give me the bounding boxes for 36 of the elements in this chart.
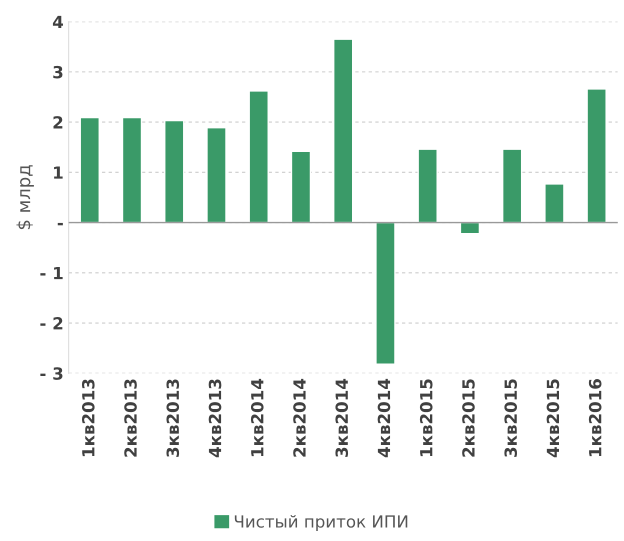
y-tick-label: - 2 bbox=[40, 317, 62, 330]
x-tick-label: 3кв2014 bbox=[335, 378, 348, 457]
y-tick-label: 2 bbox=[54, 116, 62, 128]
y-tick-label: 3 bbox=[53, 66, 62, 78]
x-tick-label: 1кв2013 bbox=[82, 379, 95, 456]
bar bbox=[502, 148, 522, 224]
y-tick-label: - bbox=[58, 222, 63, 226]
bar bbox=[417, 148, 438, 224]
bar bbox=[544, 183, 565, 224]
bar bbox=[375, 222, 396, 365]
x-tick-label: 2кв2013 bbox=[124, 379, 137, 457]
legend-label: Чистый приток ИПИ bbox=[234, 514, 408, 531]
x-tick-label: 3кв2013 bbox=[166, 379, 180, 457]
x-tick-label: 3кв2015 bbox=[504, 379, 517, 457]
bar bbox=[122, 116, 142, 224]
bar bbox=[80, 116, 100, 224]
bar bbox=[290, 150, 312, 224]
y-tick-label: 1 bbox=[54, 166, 63, 179]
x-tick-label: 4кв2015 bbox=[546, 379, 560, 458]
y-tick-label: - 1 bbox=[40, 267, 63, 280]
bar bbox=[460, 222, 480, 234]
y-tick-label: 4 bbox=[52, 16, 64, 28]
bar bbox=[164, 120, 184, 224]
x-tick-label: 4кв2013 bbox=[208, 379, 222, 458]
bar bbox=[206, 126, 227, 224]
x-tick-label: 1кв2015 bbox=[420, 379, 433, 456]
bar bbox=[333, 38, 354, 224]
x-tick-label: 1кв2014 bbox=[250, 378, 264, 456]
x-tick-label: 4кв2014 bbox=[378, 378, 390, 458]
y-axis-title: $ млрд bbox=[16, 165, 34, 230]
x-tick-label: 1кв2016 bbox=[588, 379, 602, 456]
y-tick-label: - 3 bbox=[40, 367, 62, 380]
bar bbox=[248, 90, 269, 224]
bar bbox=[586, 88, 607, 224]
x-tick-label: 2кв2015 bbox=[462, 379, 475, 457]
x-tick-label: 2кв2014 bbox=[293, 378, 306, 457]
